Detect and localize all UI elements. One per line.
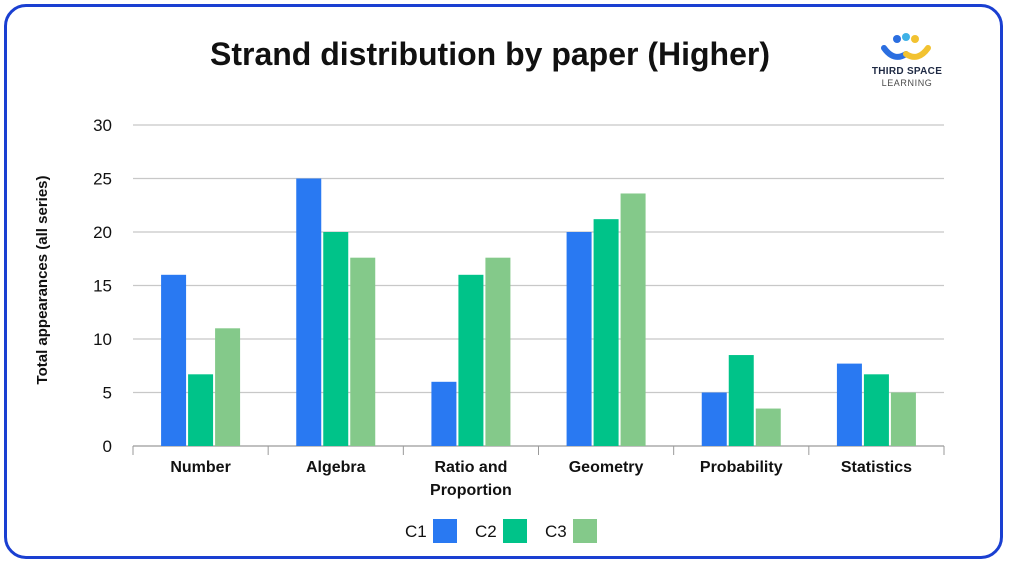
bar-c2 [188,374,214,446]
bars [161,178,916,446]
bar-c2 [863,374,889,446]
x-tick-label: Probability [700,459,783,476]
x-tick-label: Algebra [306,459,366,476]
legend-label-c3: C3 [545,522,567,541]
y-tick-label: 5 [103,384,112,403]
y-axis-label: Total appearances (all series) [34,176,51,385]
bar-c3 [485,257,511,446]
y-tick-label: 25 [93,170,112,189]
bar-c3 [215,328,241,446]
legend-label-c2: C2 [475,522,497,541]
x-tick-label: Ratio and Proportion [430,459,512,499]
legend: C1 C2 C3 [405,519,597,543]
x-tick-label: Statistics [841,459,912,476]
gridlines [132,124,945,455]
bar-c1 [161,274,187,446]
bar-c2 [458,274,484,446]
third-space-learning-logo: THIRD SPACE LEARNING [864,30,950,90]
bar-c2 [728,355,754,446]
x-tick-label: Geometry [569,459,644,476]
legend-label-c1: C1 [405,522,427,541]
y-tick-label: 10 [93,330,112,349]
y-tick-label: 30 [93,116,112,135]
legend-swatch-c3 [573,519,597,543]
y-tick-label: 0 [103,437,112,456]
bar-c2 [323,232,349,446]
bar-c3 [350,257,376,446]
bar-c3 [620,193,646,446]
logo-name: THIRD SPACE [871,66,943,77]
bar-c1 [701,392,727,446]
bar-c3 [890,392,916,446]
bar-c1 [296,178,322,446]
logo-figures-icon [881,33,931,60]
x-tick-labels: Number Algebra Ratio and Proportion Geometry… [170,459,912,499]
y-tick-label: 15 [93,277,112,296]
legend-swatch-c2 [503,519,527,543]
bar-c1 [431,381,457,446]
chart-title: Strand distribution by paper (Higher) [209,36,770,72]
bar-c1 [836,363,862,446]
logo-subtitle: LEARNING [881,78,933,88]
y-tick-labels: 0 5 10 15 20 25 30 [93,116,112,456]
bar-c2 [593,219,619,446]
x-tick-label: Number [170,459,230,476]
bar-c1 [566,232,592,446]
legend-swatch-c1 [433,519,457,543]
bar-c3 [755,408,781,446]
y-tick-label: 20 [93,223,112,242]
